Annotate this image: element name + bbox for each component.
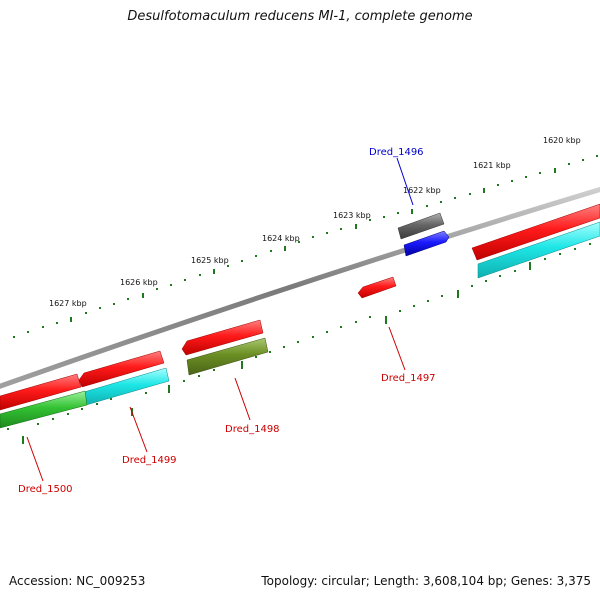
gene-label-dred-1498[interactable]: Dred_1498 [225,424,280,435]
leader-dred-1500 [26,436,44,482]
ruler-label-1626: 1626 kbp [120,278,158,287]
forward-cds-dred-1498[interactable] [181,319,264,356]
blue-feature[interactable] [403,230,450,257]
ruler-label-1627: 1627 kbp [49,299,87,308]
reverse-cds-olive[interactable] [186,337,269,376]
gene-label-dred-1497[interactable]: Dred_1497 [381,373,436,384]
leader-dred-1496 [396,157,414,206]
gene-label-dred-1500[interactable]: Dred_1500 [18,484,73,495]
map-title: Desulfotomaculum reducens MI-1, complete… [127,9,473,24]
ruler-label-1621: 1621 kbp [473,161,511,170]
reverse-cds-green[interactable] [0,390,88,429]
forward-cds-dred-1499[interactable] [78,350,165,388]
forward-cds-dred-1500[interactable] [0,373,82,411]
accession-text: Accession: NC_009253 [9,574,146,588]
leader-dred-1499 [129,406,148,453]
ruler-label-1620: 1620 kbp [543,136,581,145]
lower-ruler-ticks [7,243,591,444]
ruler-label-1624: 1624 kbp [262,234,300,243]
forward-cds-dred-1497[interactable] [357,276,397,299]
upper-ruler-ticks [13,155,598,338]
genome-backbone [0,186,600,389]
leader-dred-1498 [234,377,251,421]
gene-label-dred-1496[interactable]: Dred_1496 [369,147,424,158]
upper-ruler [13,155,598,338]
gray-feature[interactable] [397,212,445,240]
ruler-label-1623: 1623 kbp [333,211,371,220]
genome-summary-text: Topology: circular; Length: 3,608,104 bp… [261,574,591,588]
forward-cds-right[interactable] [471,203,600,261]
reverse-cds-cyan-right[interactable] [477,221,600,279]
leader-dred-1497 [388,326,406,371]
ruler-label-1625: 1625 kbp [191,256,229,265]
ruler-label-1622: 1622 kbp [403,186,441,195]
gene-label-dred-1499[interactable]: Dred_1499 [122,455,177,466]
